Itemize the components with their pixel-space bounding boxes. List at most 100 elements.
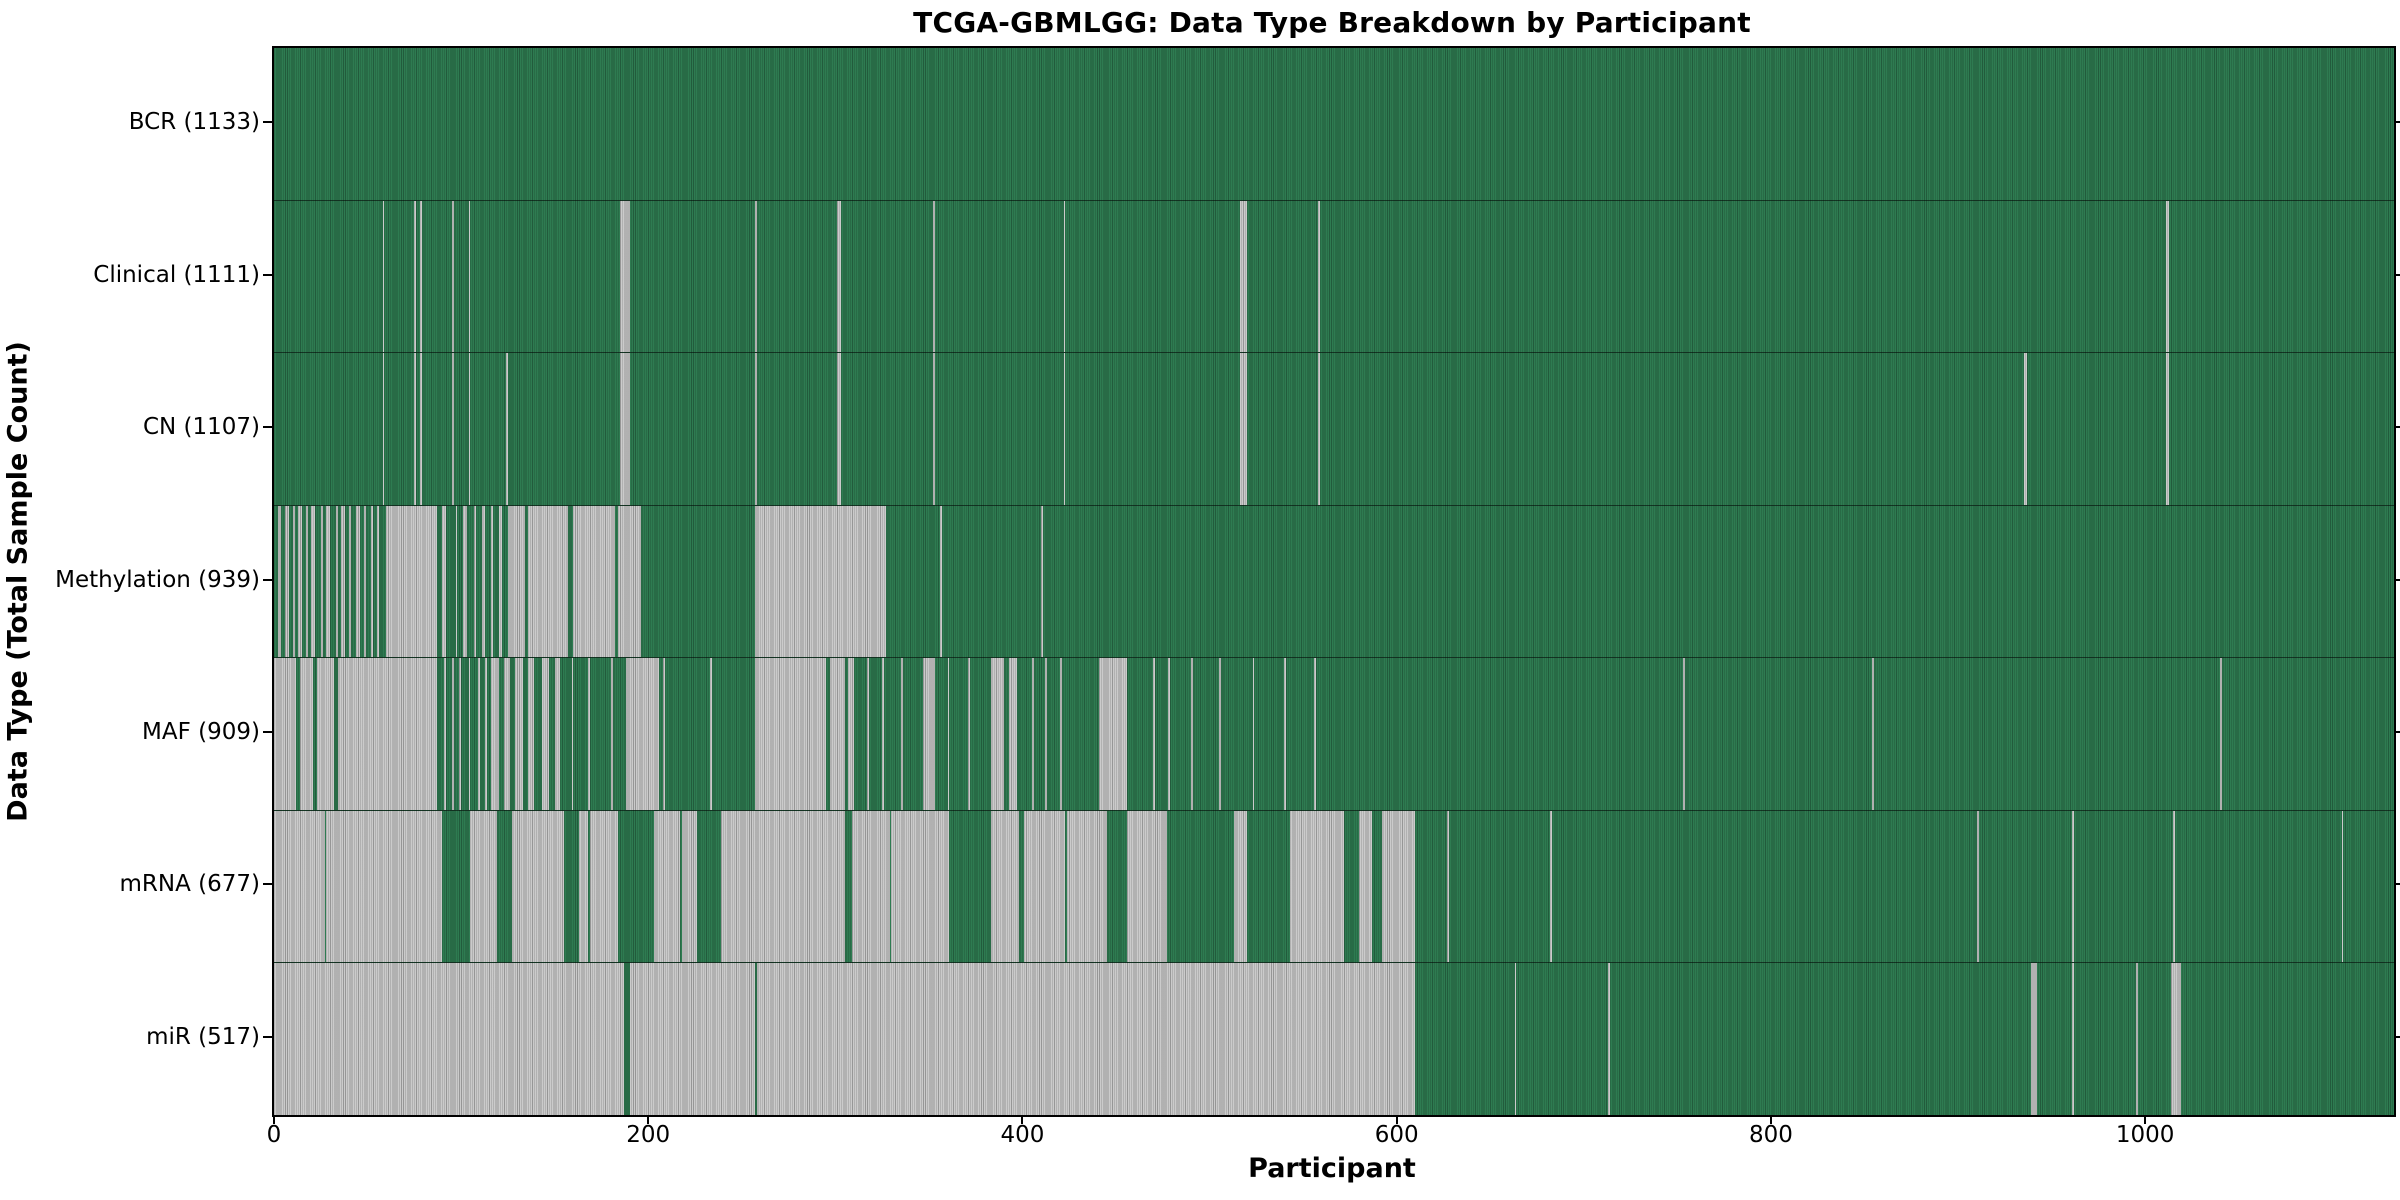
absent-segment: [1059, 658, 1062, 810]
absent-segment: [376, 505, 379, 658]
absent-segment: [923, 658, 935, 810]
absent-segment: [468, 658, 471, 810]
y-tick-label-clinical: Clinical (1111): [93, 261, 260, 288]
absent-segment: [1168, 658, 1171, 810]
chart-title: TCGA-GBMLGG: Data Type Breakdown by Part…: [913, 6, 1751, 39]
absent-segment: [274, 658, 297, 810]
absent-segment: [1190, 658, 1193, 810]
y-tick-mark: [2396, 273, 2400, 276]
x-tick-mark: [647, 1115, 650, 1124]
plot-area: Present Absent: [272, 46, 2396, 1117]
absent-segment: [274, 810, 325, 963]
absent-segment: [848, 658, 855, 810]
absent-segment: [968, 658, 971, 810]
x-tick-label: 400: [1000, 1122, 1045, 1148]
absent-segment: [491, 505, 493, 658]
absent-segment: [341, 505, 346, 658]
row-cn: [274, 352, 2394, 505]
absent-segment: [337, 658, 437, 810]
absent-segment: [451, 200, 454, 353]
absent-segment: [1233, 810, 1247, 963]
y-tick-mark: [2396, 1035, 2400, 1038]
absent-segment: [1067, 810, 1107, 963]
row-methylation: [274, 504, 2394, 658]
x-tick-mark: [1395, 1115, 1398, 1124]
absent-segment: [2165, 200, 2170, 353]
absent-segment: [1871, 658, 1874, 810]
absent-segment: [455, 505, 458, 658]
absent-segment: [721, 810, 845, 963]
absent-segment: [2072, 810, 2075, 963]
absent-segment: [382, 353, 385, 505]
absent-segment: [578, 810, 589, 963]
absent-segment: [1318, 353, 1320, 505]
absent-segment: [754, 200, 757, 353]
y-tick-label-mrna: mRNA (677): [119, 871, 260, 898]
y-tick-mark: [263, 273, 272, 276]
x-tick-label: 800: [1748, 1122, 1793, 1148]
x-tick-label: 1000: [2115, 1122, 2175, 1148]
absent-segment: [277, 505, 282, 658]
absent-segment: [371, 505, 374, 658]
y-tick-label-mir: miR (517): [146, 1023, 260, 1050]
absent-segment: [1314, 658, 1317, 810]
absent-segment: [1218, 658, 1221, 810]
absent-segment: [1063, 353, 1066, 505]
absent-segment: [882, 658, 884, 810]
absent-segment: [852, 810, 890, 963]
absent-segment: [285, 505, 289, 658]
absent-segment: [292, 505, 295, 658]
absent-segment: [590, 810, 619, 963]
absent-segment: [1239, 200, 1247, 353]
absent-segment: [1239, 353, 1247, 505]
absent-segment: [588, 658, 591, 810]
absent-segment: [498, 505, 503, 658]
absent-segment: [298, 505, 303, 658]
absent-segment: [386, 505, 437, 658]
absent-segment: [515, 658, 523, 810]
y-tick-mark: [2396, 121, 2400, 124]
absent-segment: [414, 200, 417, 353]
absent-segment: [504, 658, 510, 810]
row-mir: [274, 962, 2394, 1116]
absent-segment: [414, 353, 417, 505]
x-tick-mark: [1769, 1115, 1772, 1124]
absent-segment: [709, 658, 712, 810]
absent-segment: [610, 658, 613, 810]
row-clinical: [274, 199, 2394, 353]
absent-segment: [900, 658, 903, 810]
absent-segment: [1976, 810, 1979, 963]
absent-segment: [356, 505, 361, 658]
absent-segment: [444, 658, 447, 810]
absent-segment: [2219, 658, 2222, 810]
x-tick-mark: [273, 1115, 275, 1124]
row-maf: [274, 657, 2394, 810]
absent-segment: [1031, 658, 1034, 810]
absent-segment: [947, 658, 950, 810]
absent-segment: [2173, 810, 2176, 963]
absent-segment: [317, 658, 334, 810]
y-tick-label-cn: CN (1107): [142, 414, 260, 441]
absent-segment: [442, 505, 447, 658]
absent-segment: [932, 200, 935, 353]
absent-segment: [382, 200, 385, 353]
y-tick-mark: [2396, 883, 2400, 886]
absent-segment: [477, 658, 480, 810]
absent-segment: [485, 658, 488, 810]
absent-segment: [1381, 810, 1416, 963]
absent-segment: [653, 810, 681, 963]
x-tick-mark: [1021, 1115, 1024, 1124]
x-tick-label: 200: [626, 1122, 671, 1148]
absent-segment: [756, 963, 1416, 1116]
absent-segment: [311, 505, 316, 658]
absent-segment: [1153, 658, 1156, 810]
absent-segment: [541, 658, 550, 810]
absent-segment: [468, 353, 471, 505]
absent-segment: [451, 353, 454, 505]
absent-segment: [2171, 963, 2181, 1116]
absent-segment: [2341, 810, 2344, 963]
absent-segment: [1099, 658, 1128, 810]
absent-segment: [1359, 810, 1373, 963]
absent-segment: [891, 810, 950, 963]
absent-segment: [1318, 200, 1320, 353]
